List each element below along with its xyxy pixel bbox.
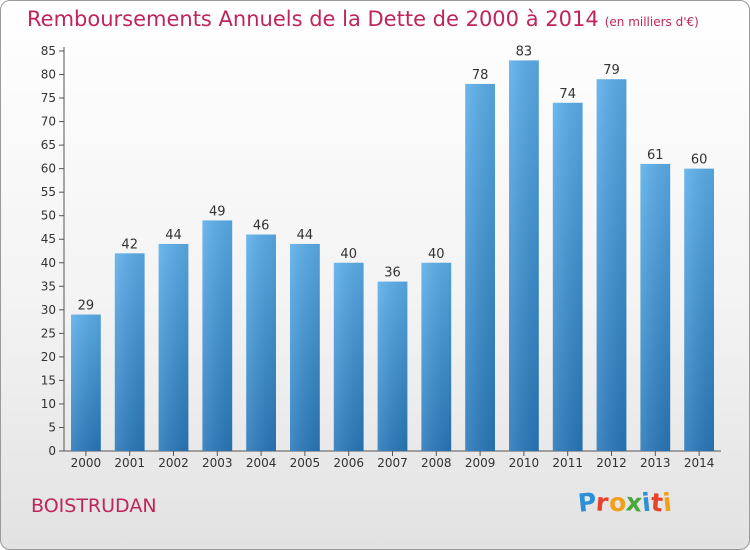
data-label: 36 [384,266,401,281]
axis-layer: 0 5 10 15 20 25 30 35 40 45 50 55 60 65 70 75 80 85 [41,44,721,458]
data-label: 29 [78,299,95,314]
x-tick-label: 2003 [202,456,233,470]
data-label: 79 [603,63,620,78]
municipality-name: BOISTRUDAN [31,495,157,517]
bar-shade [640,163,671,452]
label-layer: 2000 29 2001 42 2002 44 2003 49 2004 46 2005 44 2006… [71,44,715,470]
bar-shade [465,83,495,452]
y-tick-label: 60 [41,162,56,176]
y-tick-label: 35 [41,279,56,293]
y-tick-label: 15 [41,373,56,387]
bar-shade [377,281,408,451]
y-tick-label: 25 [41,326,56,340]
y-tick-label: 20 [41,350,56,364]
x-tick-label: 2010 [509,456,540,470]
x-tick-label: 2014 [684,456,715,470]
data-label: 44 [297,228,314,243]
y-tick-label: 70 [41,115,56,129]
data-label: 44 [165,228,182,243]
bar-shade [333,262,364,451]
x-tick-label: 2008 [421,456,452,470]
x-tick-label: 2009 [465,456,496,470]
x-tick-label: 2006 [333,456,364,470]
bar-shade [552,102,583,451]
chart-title: Remboursements Annuels de la Dette de 20… [27,7,699,31]
y-tick-label: 50 [41,209,56,223]
y-tick-label: 5 [48,420,56,434]
data-label: 42 [121,237,138,252]
x-tick-label: 2000 [71,456,102,470]
x-tick-label: 2005 [290,456,321,470]
bar-shade [158,243,189,451]
data-label: 49 [209,204,226,219]
logo-letter: i [661,487,673,518]
data-label: 46 [253,219,270,234]
title-unit: (en milliers d'€) [604,15,699,29]
bar-shade [290,243,320,451]
data-label: 60 [691,153,708,168]
x-tick-label: 2011 [552,456,583,470]
y-tick-label: 55 [41,185,56,199]
x-tick-label: 2001 [114,456,145,470]
x-tick-label: 2002 [158,456,189,470]
y-tick-label: 85 [41,44,56,58]
y-tick-label: 40 [41,256,56,270]
x-tick-label: 2004 [246,456,277,470]
y-tick-label: 65 [41,138,56,152]
bar-shade [246,234,276,451]
bar-shade [71,314,101,451]
x-tick-label: 2007 [377,456,408,470]
data-label: 40 [340,247,357,262]
data-label: 83 [516,44,533,59]
y-tick-label: 0 [48,444,56,458]
bar-shade [421,262,452,451]
proxiti-logo[interactable]: Proxiti [577,487,673,518]
x-tick-label: 2012 [596,456,627,470]
y-tick-label: 30 [41,303,56,317]
y-tick-label: 45 [41,232,56,246]
title-text: Remboursements Annuels de la Dette de 20… [27,7,599,31]
bar-shade [509,60,539,451]
bar-shade [684,168,714,451]
data-label: 78 [472,68,489,83]
x-tick-label: 2013 [640,456,671,470]
data-label: 74 [559,87,576,102]
bar-shade [114,253,145,451]
bar-shade [596,79,627,451]
y-tick-label: 80 [41,68,56,82]
bar-layer [71,60,714,452]
y-tick-label: 75 [41,91,56,105]
data-label: 61 [647,148,664,163]
bar-shade [202,220,233,451]
y-tick-label: 10 [41,397,56,411]
data-label: 40 [428,247,445,262]
